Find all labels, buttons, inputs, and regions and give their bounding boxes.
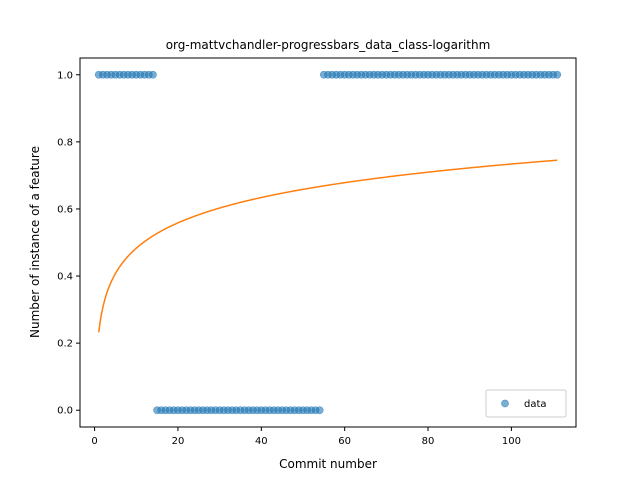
y-tick-label: 0.6 [57, 204, 73, 215]
data-point [553, 70, 562, 79]
y-tick-label: 0.2 [57, 339, 73, 350]
x-tick-label: 60 [338, 436, 351, 447]
y-tick-label: 0.0 [57, 406, 73, 417]
plot-area [94, 70, 562, 415]
x-tick-label: 80 [422, 436, 435, 447]
legend-label: data [524, 399, 547, 410]
y-tick-label: 1.0 [57, 70, 73, 81]
fit-line [98, 159, 558, 333]
data-point [149, 70, 157, 79]
legend: data [485, 389, 567, 418]
x-tick-label: 100 [502, 436, 521, 447]
x-axis: 0 20 40 60 80 100 [91, 427, 521, 447]
y-tick-label: 0.4 [57, 272, 73, 283]
x-tick-label: 20 [172, 436, 185, 447]
legend-box [485, 389, 567, 418]
chart-title: org-mattvchandler-progressbars_data_clas… [166, 38, 491, 52]
legend-marker [501, 399, 509, 408]
axes-frame [79, 57, 577, 428]
x-tick-label: 40 [255, 436, 268, 447]
y-tick-label: 0.8 [57, 137, 73, 148]
y-axis-label: Number of instance of a feature [28, 146, 42, 338]
data-point [315, 406, 324, 415]
x-tick-label: 0 [91, 436, 97, 447]
y-axis: 0.0 0.2 0.4 0.6 0.8 1.0 [57, 70, 80, 417]
x-axis-label: Commit number [279, 457, 377, 471]
